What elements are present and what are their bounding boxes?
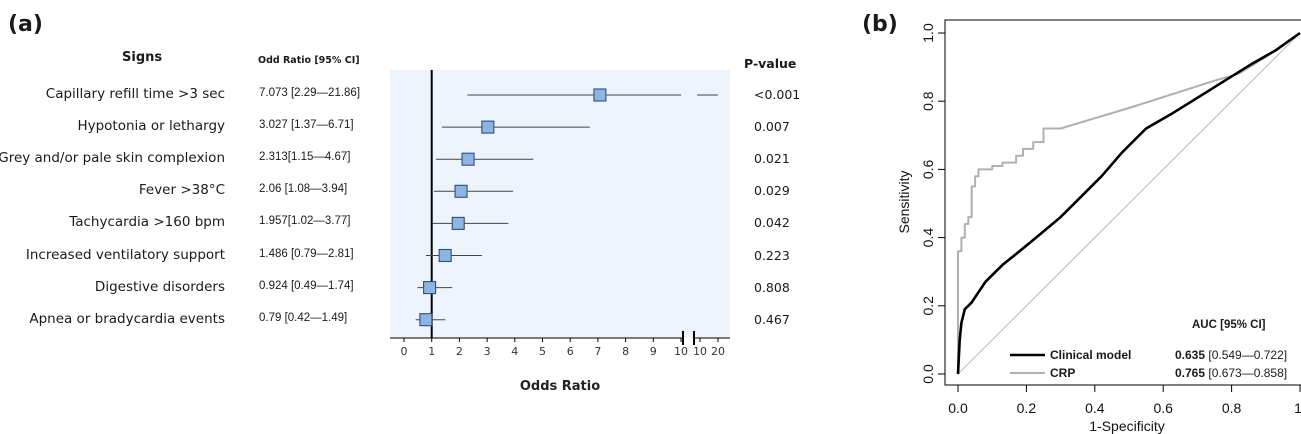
signs-header: Signs bbox=[122, 50, 163, 65]
odds-ratio-ci-value: 2.313[1.15—4.67] bbox=[259, 151, 351, 164]
x-tick-label: 3 bbox=[484, 345, 491, 358]
x-tick-label: 0 bbox=[401, 345, 408, 358]
sign-label: Tachycardia >160 bpm bbox=[69, 214, 225, 231]
roc-x-tick-label: 0.8 bbox=[1222, 400, 1242, 416]
roc-x-axis-label: 1-Specificity bbox=[1089, 418, 1164, 434]
sign-label: Capillary refill time >3 sec bbox=[45, 86, 225, 102]
auc-ci: [0.673—0.858] bbox=[1205, 366, 1288, 380]
p-value: 0.042 bbox=[754, 215, 790, 231]
x-tick-label: 1 bbox=[428, 345, 435, 358]
odds-ratio-marker bbox=[461, 152, 475, 166]
p-value: 0.808 bbox=[754, 279, 790, 295]
roc-x-tick-label: 1. bbox=[1294, 400, 1301, 416]
p-value: 0.223 bbox=[754, 247, 790, 263]
p-value: 0.029 bbox=[754, 183, 790, 199]
p-value-header: P-value bbox=[744, 56, 797, 71]
p-value: 0.007 bbox=[754, 119, 790, 135]
legend-label: Clinical model bbox=[1050, 348, 1132, 362]
odds-ratio-ci-value: 7.073 [2.29—21.86] bbox=[259, 87, 361, 99]
x-tick-label: 9 bbox=[650, 345, 657, 358]
sign-label: Digestive disorders bbox=[94, 278, 225, 295]
crp-curve bbox=[957, 32, 1301, 374]
x-tick-label: 10 bbox=[693, 345, 707, 358]
clinical-model-curve bbox=[956, 31, 1301, 375]
auc-estimate: 0.765 bbox=[1175, 366, 1206, 380]
odds-ratio-marker bbox=[481, 120, 495, 134]
p-value: 0.467 bbox=[754, 311, 790, 327]
x-tick-label: 10 bbox=[674, 345, 688, 358]
auc-estimate: 0.635 bbox=[1175, 348, 1206, 362]
roc-y-tick-label: 0.4 bbox=[920, 228, 936, 248]
forest-plot-area bbox=[390, 70, 730, 338]
panel-b-label: (b) bbox=[862, 12, 898, 37]
roc-x-tick-label: 0.4 bbox=[1085, 400, 1105, 416]
x-tick-label: 7 bbox=[594, 345, 601, 358]
roc-y-axis-label: Sensitivity bbox=[896, 170, 912, 233]
odds-ratio-ci-value: 3.027 [1.37—6.71] bbox=[259, 119, 354, 132]
odds-ratio-marker bbox=[593, 88, 607, 102]
p-value: <0.001 bbox=[754, 87, 801, 102]
odds-ratio-ci-value: 2.06 [1.08—3.94] bbox=[259, 183, 348, 196]
x-tick-label: 5 bbox=[539, 345, 546, 358]
odds-ratio-marker bbox=[451, 216, 465, 230]
x-tick-label: 8 bbox=[622, 345, 629, 358]
odds-ratio-marker bbox=[454, 184, 468, 198]
x-tick-label: 20 bbox=[711, 345, 725, 358]
odds-ratio-marker bbox=[423, 281, 437, 295]
roc-y-tick-label: 0.8 bbox=[920, 91, 936, 111]
roc-y-tick-label: 1.0 bbox=[920, 23, 936, 43]
odds-ratio-marker bbox=[438, 248, 452, 263]
auc-value: 0.635 [0.549—0.722] bbox=[1175, 348, 1287, 362]
roc-x-tick-label: 0.0 bbox=[948, 400, 968, 416]
auc-ci: [0.549—0.722] bbox=[1205, 348, 1288, 362]
sign-label: Increased ventilatory support bbox=[25, 246, 225, 263]
odds-ratio-ci-header: Odd Ratio [95% CI] bbox=[258, 55, 360, 66]
odds-ratio-marker bbox=[419, 313, 433, 327]
chance-diagonal bbox=[957, 32, 1301, 375]
odds-ratio-ci-value: 0.924 [0.49—1.74] bbox=[259, 279, 354, 292]
p-value: 0.021 bbox=[754, 151, 790, 167]
x-tick-label: 4 bbox=[511, 345, 518, 358]
roc-y-tick-label: 0.6 bbox=[920, 159, 936, 179]
legend-label: CRP bbox=[1050, 366, 1076, 380]
sign-label: Fever >38°C bbox=[138, 182, 225, 199]
roc-x-tick-label: 0.6 bbox=[1153, 400, 1173, 416]
odds-ratio-ci-value: 1.957[1.02—3.77] bbox=[259, 215, 351, 228]
odds-ratio-ci-value: 1.486 [0.79—2.81] bbox=[259, 247, 354, 260]
forest-x-axis-label: Odds Ratio bbox=[520, 379, 600, 394]
roc-x-tick-label: 0.2 bbox=[1017, 400, 1037, 416]
x-tick-label: 6 bbox=[567, 345, 574, 358]
auc-header: AUC [95% CI] bbox=[1192, 319, 1266, 331]
roc-y-tick-label: 0.2 bbox=[920, 296, 936, 316]
sign-label: Apnea or bradycardia events bbox=[29, 310, 225, 327]
sign-label: Hypotonia or lethargy bbox=[77, 118, 225, 135]
roc-frame bbox=[944, 19, 1301, 386]
odds-ratio-ci-value: 0.79 [0.42—1.49] bbox=[259, 311, 348, 324]
x-tick-label: 2 bbox=[456, 345, 463, 358]
panel-a-label: (a) bbox=[8, 12, 43, 37]
auc-value: 0.765 [0.673—0.858] bbox=[1175, 366, 1287, 380]
roc-y-tick-label: 0.0 bbox=[920, 364, 936, 384]
sign-label: Grey and/or pale skin complexion bbox=[0, 150, 225, 167]
